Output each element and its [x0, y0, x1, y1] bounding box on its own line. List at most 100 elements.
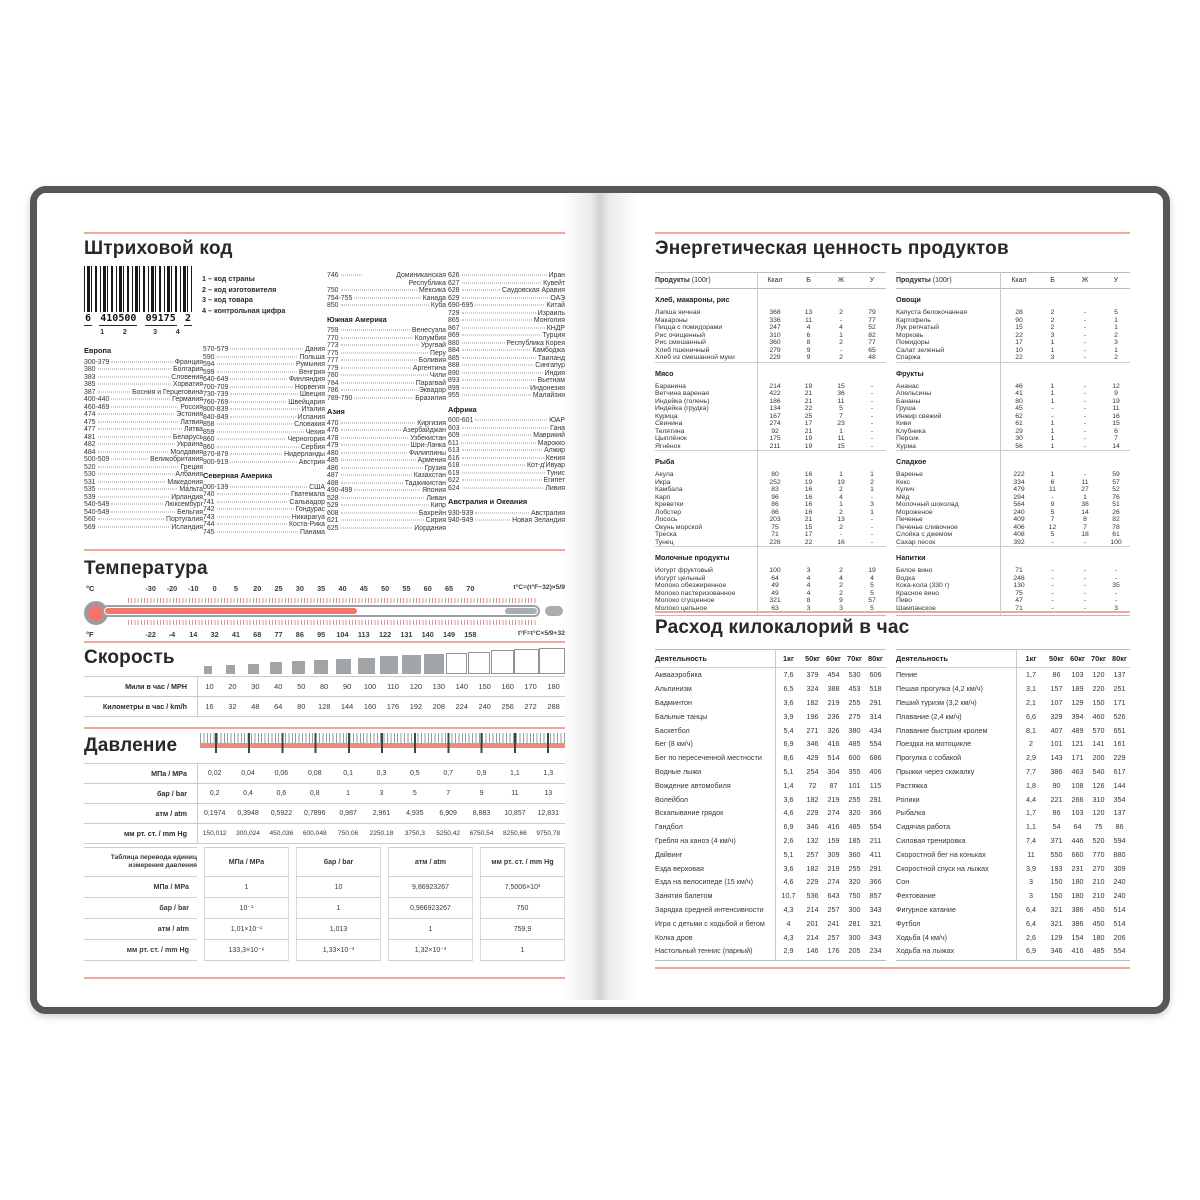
- row-values: 0,02 0,04 0,06 0,08 0,1 0,3 0,5 0,7 0,9 1,1 1,3: [197, 763, 565, 783]
- row-values: 0,2 0,4 0,6 0,8 1 3 5 7 9 11 13: [197, 783, 565, 803]
- country-code: 535: [84, 486, 96, 493]
- dot-leader: [475, 419, 548, 421]
- product-name: Лосось: [655, 516, 678, 524]
- pressure-row-3: атм / atm 0,1974 0,3948 0,5922 0,7896 0,987 2,…: [84, 803, 565, 823]
- value-cell: 200: [1092, 753, 1105, 763]
- value-cell: 19: [804, 442, 813, 450]
- table-row: Индейка (грудка) 134 22 5 -: [655, 405, 886, 413]
- country-name: Колумбия: [414, 334, 446, 342]
- value-cell: 23: [837, 420, 845, 428]
- fahrenheit-formula: t°F=t°C×5/9+32: [517, 630, 565, 637]
- activity-name: Занятия балетом: [655, 891, 713, 901]
- dot-leader: [461, 297, 549, 298]
- value-cell: 1,7: [1026, 808, 1036, 818]
- country-code-row: 740 Гватемала: [203, 491, 325, 499]
- table-row: Колка дров 4,3 214 257 300 343: [655, 930, 886, 944]
- column-header: 80кг: [868, 654, 883, 663]
- country-name: Коста-Рика: [289, 521, 325, 528]
- value-cell: 180: [1071, 891, 1084, 901]
- square-cell: [310, 660, 333, 674]
- value-cell: -: [1083, 471, 1087, 479]
- country-name: Сербия: [300, 443, 325, 451]
- country-name: Черногория: [287, 436, 325, 443]
- country-name: Республика Корея: [506, 339, 566, 347]
- value-cell: 126: [1092, 780, 1105, 790]
- country-code-row: 899 Индонезия: [448, 385, 565, 393]
- value-cell: 13: [544, 789, 553, 797]
- activity-name: Волейбол: [655, 794, 688, 804]
- table-row: Ролики 4,4 221 266 310 354: [896, 792, 1130, 806]
- barcode-number-group: 410500: [99, 313, 138, 326]
- value-cell: 2: [839, 582, 843, 590]
- country-code-row: 529 Кипр: [327, 502, 446, 510]
- value-cell: -: [1083, 442, 1087, 450]
- country-code: 540-549: [84, 508, 110, 516]
- value-cell: 64: [771, 574, 779, 582]
- country-code-row: 570-579 Дания: [203, 346, 325, 354]
- dot-leader: [461, 442, 536, 443]
- value-cell: 294: [1013, 493, 1025, 501]
- value-cell: 132: [806, 835, 819, 845]
- country-code-row: 600-601 ЮАР: [448, 417, 565, 425]
- country-code: 626: [448, 272, 460, 279]
- value-cell: 41: [1015, 390, 1023, 398]
- section-header: Напитки: [896, 546, 1130, 567]
- dot-leader: [340, 482, 403, 483]
- value-cell: -: [1083, 597, 1087, 605]
- row-values: 16 32 48 64 80 128 144 160 176 192 208 224 240 256 272…: [197, 696, 565, 716]
- column-header: бар / bar: [296, 847, 381, 877]
- country-code: 599: [203, 368, 215, 376]
- value-cell: 8,1: [1026, 725, 1036, 735]
- value-cell: 750: [848, 891, 861, 901]
- pressure-row-4: мм рт. ст. / mm Hg 150,012 300,024 450,036 6…: [84, 823, 565, 843]
- value-cell: 1: [1050, 471, 1055, 479]
- country-code-row: 300-379 Франция: [84, 359, 203, 367]
- value-cell: 229: [806, 877, 819, 887]
- value-cell: 208: [432, 701, 446, 711]
- value-cell: 406: [869, 766, 882, 776]
- column-header: У: [1113, 277, 1119, 284]
- value-cell: 13: [804, 309, 813, 317]
- region-header: Азия: [327, 407, 345, 416]
- country-code: 479: [327, 442, 339, 449]
- value-cell: 530: [848, 670, 861, 680]
- value-cell: 30: [1015, 435, 1023, 443]
- speed-table: Мили в час / MPH 10 20 30 40 50 80 90 100 110 120 1…: [84, 646, 565, 722]
- country-code: 539: [84, 493, 96, 501]
- activity-name: Гребля на каноэ (4 км/ч): [655, 835, 736, 845]
- value-cell: 4,3: [783, 932, 794, 942]
- value-cell: 247: [769, 324, 781, 332]
- value-cell: 1,8: [1026, 780, 1036, 790]
- activity-name: Вскапывание грядок: [655, 808, 724, 818]
- product-name: Груша: [896, 405, 916, 413]
- scale-value: 158: [464, 630, 477, 639]
- country-code-row: 480 Филиппины: [327, 450, 446, 458]
- scale-value: 50: [381, 584, 390, 593]
- country-name: Германия: [172, 396, 203, 403]
- country-code-row: 385 Хорватия: [84, 381, 203, 389]
- table-row: Ходьба (4 км/ч) 2,6 129 154 180 206: [896, 930, 1130, 944]
- dot-leader: [111, 511, 176, 512]
- value-cell: 2: [839, 567, 843, 575]
- value-cell: 310: [1092, 794, 1105, 804]
- country-code: 520: [84, 463, 96, 471]
- value-cell: 21: [804, 397, 813, 405]
- country-code-row: 759 Венесуэла: [327, 327, 446, 335]
- value-cell: 0,06: [274, 769, 289, 777]
- value-cell: -: [1051, 405, 1054, 413]
- product-name: Слойка с джемом: [896, 531, 953, 539]
- value-cell: 21: [804, 427, 813, 435]
- region-header: Южная Америка: [327, 314, 387, 324]
- value-cell: -: [1114, 574, 1118, 582]
- value-cell: 4: [806, 324, 811, 332]
- activity-name: Игра с детьми с ходьбой и бегом: [655, 918, 765, 928]
- value-cell: 82: [868, 331, 876, 339]
- product-name: Красное вино: [896, 589, 940, 597]
- value-cell: 19: [837, 478, 845, 486]
- activity-name: Растяжка: [896, 780, 928, 790]
- table-row: Бег по пересеченной местности 8,6 429 514 60…: [655, 751, 886, 765]
- country-code-row: 730-739 Швеция: [203, 391, 325, 399]
- value-cell: 16: [804, 486, 813, 494]
- table-row: Пение 1,7 86 103 120 137: [896, 668, 1130, 682]
- column-header: 1кг: [783, 654, 794, 663]
